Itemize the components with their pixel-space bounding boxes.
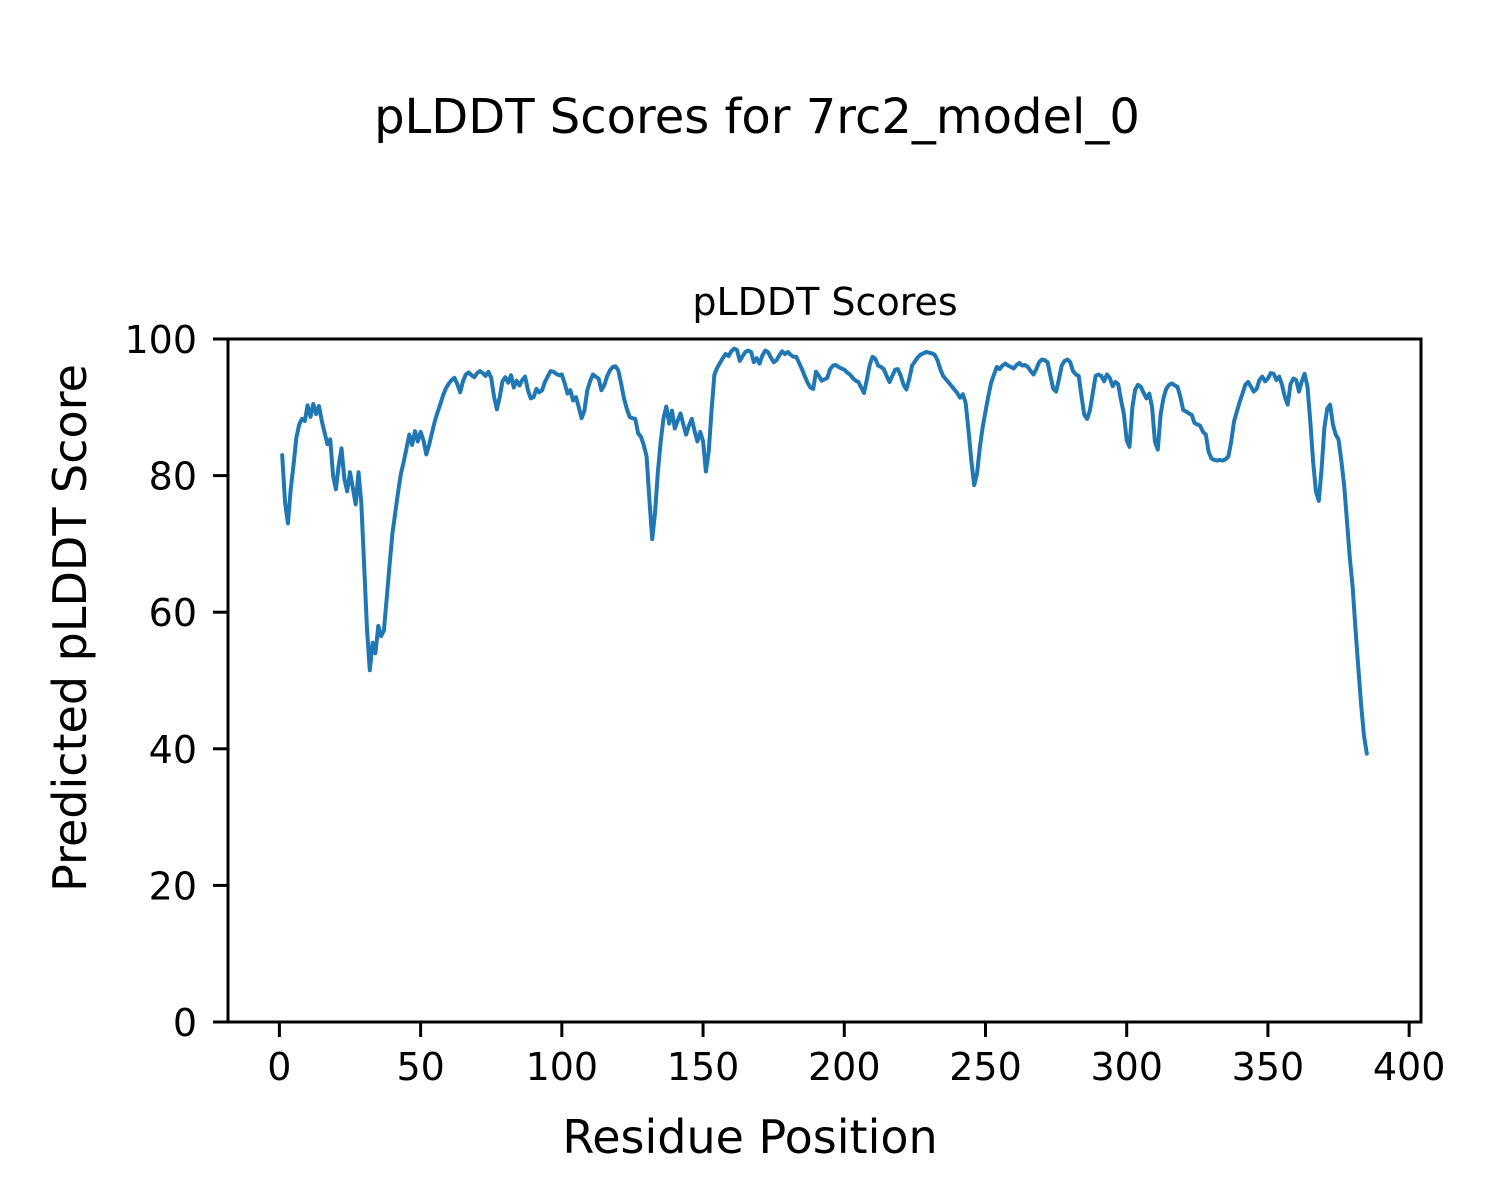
y-tick-label: 80 <box>149 455 197 499</box>
y-tick-label: 40 <box>149 728 197 772</box>
x-tick-label: 150 <box>667 1045 740 1089</box>
y-tick-label: 100 <box>124 318 197 362</box>
y-ticks: 0 20 40 60 80 100 <box>124 318 228 1045</box>
x-ticks: 0 50 100 150 200 250 300 350 400 <box>267 1022 1445 1089</box>
y-tick-label: 20 <box>149 864 197 908</box>
x-tick-label: 50 <box>396 1045 444 1089</box>
x-tick-label: 200 <box>808 1045 881 1089</box>
plot-border <box>226 337 1423 1024</box>
figure-suptitle: pLDDT Scores for 7rc2_model_0 <box>374 89 1140 145</box>
x-axis-label: Residue Position <box>562 1110 937 1164</box>
y-tick-label: 60 <box>149 591 197 635</box>
x-tick-label: 400 <box>1373 1045 1446 1089</box>
x-tick-label: 250 <box>949 1045 1022 1089</box>
x-tick-label: 0 <box>267 1045 291 1089</box>
axes-title: pLDDT Scores <box>692 280 957 324</box>
y-tick-label: 0 <box>173 1001 197 1045</box>
plddt-line <box>280 346 1369 756</box>
y-axis-label: Predicted pLDDT Score <box>43 364 97 892</box>
x-tick-label: 350 <box>1232 1045 1305 1089</box>
x-tick-label: 100 <box>526 1045 599 1089</box>
x-tick-label: 300 <box>1090 1045 1163 1089</box>
